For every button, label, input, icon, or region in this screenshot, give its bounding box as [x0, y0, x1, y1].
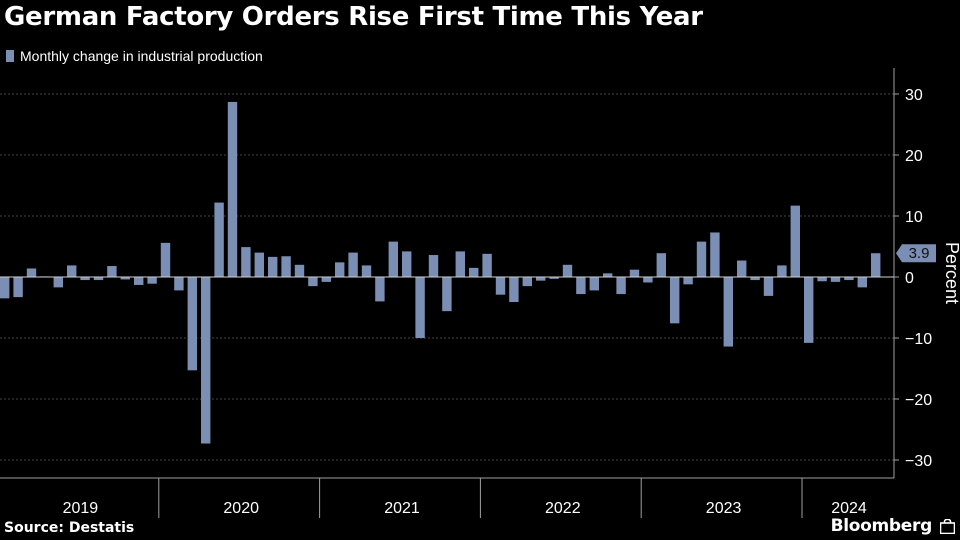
bar	[375, 277, 385, 302]
bar	[268, 256, 278, 277]
bar	[308, 277, 318, 287]
bar	[53, 277, 63, 288]
bar	[603, 273, 613, 277]
bloomberg-icon	[940, 519, 955, 534]
bars	[0, 101, 881, 444]
bar	[750, 277, 760, 281]
bar	[509, 277, 519, 303]
bar	[616, 277, 626, 295]
legend: Monthly change in industrial production	[6, 48, 263, 64]
bar	[683, 277, 693, 285]
bar	[737, 260, 747, 277]
x-tick-label: 2022	[545, 500, 581, 517]
bar	[522, 277, 532, 287]
bar	[656, 253, 666, 277]
source-note: Source: Destatis	[4, 520, 135, 536]
bar	[201, 277, 211, 444]
brand-logo: Bloomberg	[830, 516, 933, 536]
bar	[790, 205, 800, 277]
bar	[442, 277, 452, 312]
bar	[281, 256, 291, 277]
bar	[388, 241, 398, 277]
bar	[214, 202, 224, 277]
bar	[227, 101, 238, 278]
y-tick-label: 10	[905, 209, 923, 226]
bar	[26, 268, 37, 277]
y-tick-label: 20	[905, 148, 923, 165]
bar	[107, 266, 117, 277]
bar	[241, 247, 251, 277]
y-tick-label: −10	[905, 331, 932, 348]
bar	[482, 253, 492, 277]
bar	[710, 232, 720, 277]
bar	[187, 277, 197, 371]
bar	[643, 277, 653, 283]
bar	[428, 255, 439, 277]
bar	[830, 277, 841, 282]
bar	[777, 265, 787, 277]
bar	[495, 277, 506, 295]
axis-labels: 30 20 10 0 −10 −20 −30 2019 2020 2021 2022 2023 2024…	[63, 87, 960, 517]
gridlines	[0, 93, 894, 461]
bar	[174, 277, 184, 291]
bar	[536, 277, 546, 281]
x-tick-label: 2020	[223, 500, 259, 517]
bar	[93, 277, 104, 281]
bar	[804, 277, 814, 343]
bar	[723, 277, 733, 347]
bar	[361, 265, 372, 277]
bar	[844, 277, 854, 281]
bar	[134, 277, 144, 285]
y-tick-label: 30	[905, 87, 923, 104]
bar	[402, 251, 412, 277]
bar	[455, 251, 465, 277]
bar	[254, 252, 264, 277]
bar	[348, 252, 358, 277]
legend-swatch	[6, 50, 14, 62]
x-tick-label: 2019	[63, 500, 99, 517]
last-value-label: 3.9	[909, 245, 930, 262]
bar	[160, 242, 171, 277]
bar	[857, 277, 867, 288]
bar	[80, 277, 90, 281]
bar	[335, 262, 345, 277]
bar	[562, 264, 573, 277]
x-tick-label: 2021	[384, 500, 420, 517]
x-tick-label: 2023	[706, 500, 742, 517]
last-value-badge	[896, 244, 936, 263]
y-tick-label: −20	[905, 392, 932, 409]
bar	[589, 277, 599, 291]
axes	[0, 68, 899, 518]
bar	[0, 277, 10, 299]
bar	[469, 267, 479, 277]
bar	[871, 253, 881, 277]
bar	[415, 277, 425, 338]
bar	[321, 277, 331, 282]
bar	[576, 277, 586, 295]
bar	[13, 277, 23, 298]
y-axis-title: Percent	[942, 242, 960, 304]
y-tick-label: −30	[905, 453, 932, 470]
y-tick-label: 0	[905, 270, 914, 287]
bar	[696, 241, 707, 277]
bar	[817, 277, 827, 282]
bar	[549, 277, 559, 279]
bar	[629, 269, 640, 277]
legend-label: Monthly change in industrial production	[20, 48, 263, 64]
bar	[147, 277, 157, 284]
bar	[120, 277, 130, 280]
bar	[670, 277, 680, 324]
chart-title: German Factory Orders Rise First Time Th…	[4, 2, 703, 32]
x-tick-label: 2024	[831, 500, 867, 517]
bar	[294, 264, 305, 277]
bar	[763, 277, 774, 296]
bar	[67, 265, 77, 277]
